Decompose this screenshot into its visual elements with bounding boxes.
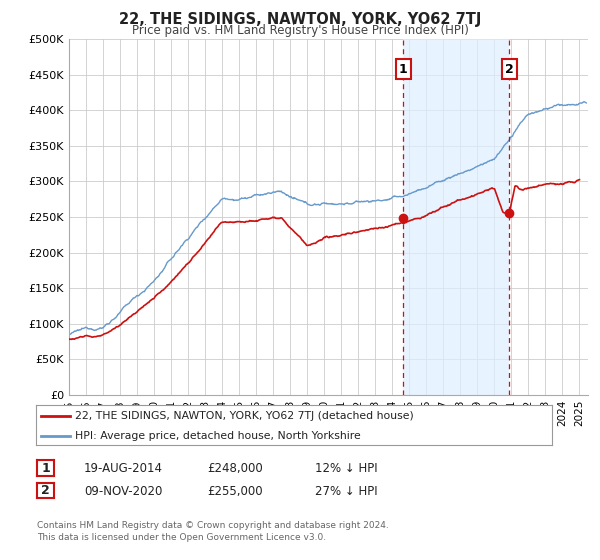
Bar	[403, 39, 509, 395]
Text: 19-AUG-2014: 19-AUG-2014	[84, 462, 163, 475]
Text: 2: 2	[41, 484, 50, 497]
Text: Price paid vs. HM Land Registry's House Price Index (HPI): Price paid vs. HM Land Registry's House …	[131, 24, 469, 36]
Text: 09-NOV-2020: 09-NOV-2020	[84, 484, 163, 498]
Text: 27% ↓ HPI: 27% ↓ HPI	[315, 484, 377, 498]
Text: HPI: Average price, detached house, North Yorkshire: HPI: Average price, detached house, Nort…	[74, 431, 361, 441]
Text: £255,000: £255,000	[207, 484, 263, 498]
Text: 12% ↓ HPI: 12% ↓ HPI	[315, 462, 377, 475]
Text: 1: 1	[41, 461, 50, 475]
Text: 2: 2	[505, 63, 514, 76]
Text: This data is licensed under the Open Government Licence v3.0.: This data is licensed under the Open Gov…	[37, 533, 326, 542]
Text: 22, THE SIDINGS, NAWTON, YORK, YO62 7TJ: 22, THE SIDINGS, NAWTON, YORK, YO62 7TJ	[119, 12, 481, 27]
Text: 22, THE SIDINGS, NAWTON, YORK, YO62 7TJ (detached house): 22, THE SIDINGS, NAWTON, YORK, YO62 7TJ …	[74, 411, 413, 421]
Text: Contains HM Land Registry data © Crown copyright and database right 2024.: Contains HM Land Registry data © Crown c…	[37, 521, 389, 530]
Text: £248,000: £248,000	[207, 462, 263, 475]
Text: 1: 1	[399, 63, 407, 76]
